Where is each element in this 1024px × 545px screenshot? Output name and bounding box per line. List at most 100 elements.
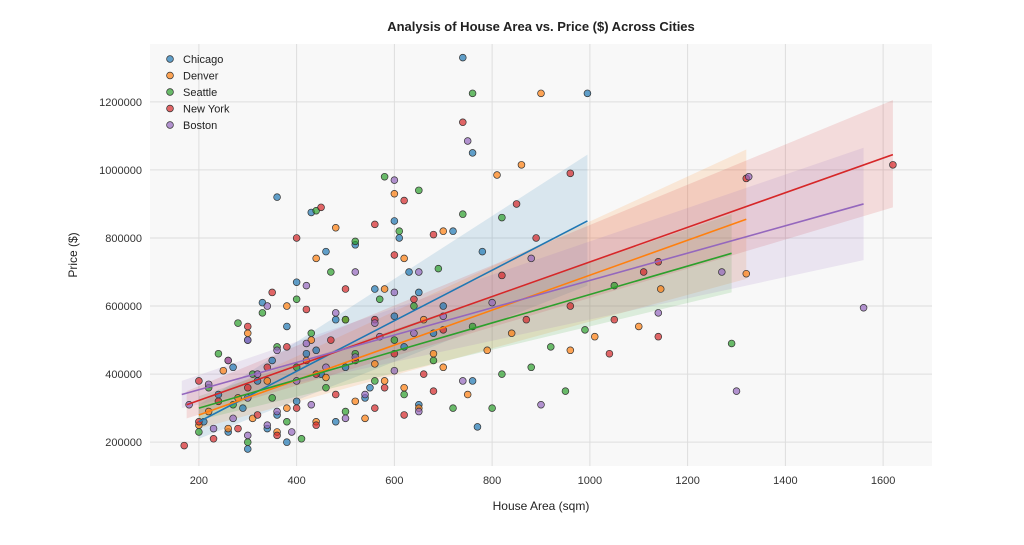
data-point bbox=[583, 89, 592, 98]
data-point bbox=[341, 315, 350, 324]
data-point bbox=[331, 224, 340, 232]
legend-label: Denver bbox=[183, 71, 219, 83]
data-point bbox=[581, 326, 589, 334]
legend-label: Boston bbox=[183, 120, 217, 132]
data-point bbox=[429, 230, 438, 239]
data-point bbox=[283, 404, 291, 412]
data-point bbox=[493, 171, 501, 179]
data-point bbox=[253, 411, 262, 419]
data-point bbox=[244, 336, 252, 344]
regression-lines bbox=[181, 153, 894, 423]
y-tick-label: 200000 bbox=[105, 437, 142, 449]
y-tick-label: 1000000 bbox=[99, 165, 142, 177]
data-point bbox=[371, 360, 379, 368]
data-point bbox=[195, 428, 203, 436]
data-point bbox=[380, 172, 389, 181]
legend-marker bbox=[166, 71, 174, 80]
x-tick-label: 200 bbox=[190, 475, 208, 487]
data-point bbox=[292, 404, 301, 412]
data-point bbox=[415, 186, 423, 195]
data-point bbox=[463, 137, 472, 145]
data-point bbox=[268, 356, 276, 365]
regression-line bbox=[198, 220, 588, 423]
data-point bbox=[371, 285, 379, 293]
data-point bbox=[351, 268, 360, 276]
data-point bbox=[375, 295, 384, 303]
data-point bbox=[507, 329, 516, 338]
data-point bbox=[459, 210, 467, 218]
data-point bbox=[522, 315, 531, 324]
data-point bbox=[283, 438, 291, 446]
regression-line bbox=[181, 203, 864, 396]
data-point bbox=[273, 407, 281, 416]
data-point bbox=[268, 288, 276, 297]
data-point bbox=[463, 390, 472, 399]
x-axis-label: House Area (sqm) bbox=[493, 499, 590, 513]
data-point bbox=[302, 281, 311, 290]
data-point bbox=[244, 431, 252, 440]
data-point bbox=[390, 336, 399, 344]
legend-label: Chicago bbox=[183, 54, 223, 66]
plot-background bbox=[150, 44, 932, 466]
data-point bbox=[390, 366, 399, 375]
data-point bbox=[322, 383, 330, 392]
data-point bbox=[239, 404, 247, 412]
data-point bbox=[610, 315, 619, 324]
data-point bbox=[229, 414, 237, 423]
data-point bbox=[341, 285, 350, 293]
data-point bbox=[656, 285, 665, 293]
data-point bbox=[331, 418, 340, 426]
data-point bbox=[307, 400, 316, 409]
data-point bbox=[488, 404, 496, 412]
data-point bbox=[527, 254, 535, 263]
data-point bbox=[283, 322, 291, 331]
data-point bbox=[498, 271, 506, 280]
data-point bbox=[390, 288, 399, 297]
data-point bbox=[468, 89, 477, 98]
data-point bbox=[322, 373, 330, 382]
confidence-band bbox=[198, 214, 732, 421]
data-point bbox=[449, 404, 457, 412]
data-point bbox=[400, 383, 408, 392]
confidence-band bbox=[186, 100, 893, 419]
data-point bbox=[263, 421, 272, 429]
x-tick-label: 600 bbox=[385, 475, 403, 487]
data-point bbox=[312, 421, 320, 429]
data-point bbox=[380, 383, 389, 392]
data-point bbox=[654, 309, 663, 317]
data-point bbox=[517, 161, 526, 169]
data-point bbox=[263, 302, 272, 310]
data-point bbox=[331, 390, 340, 399]
x-tick-label: 1600 bbox=[871, 475, 895, 487]
y-tick-label: 600000 bbox=[105, 301, 142, 313]
data-point bbox=[302, 305, 311, 314]
data-point bbox=[429, 387, 438, 395]
data-point bbox=[312, 254, 320, 263]
legend-label: New York bbox=[183, 104, 230, 116]
data-point bbox=[380, 285, 389, 293]
y-axis-label: Price ($) bbox=[66, 232, 80, 277]
data-point bbox=[742, 269, 751, 278]
data-point bbox=[859, 304, 868, 312]
data-point bbox=[263, 377, 272, 385]
data-point bbox=[654, 332, 663, 341]
confidence-band bbox=[198, 149, 747, 429]
data-point bbox=[732, 387, 741, 395]
data-point bbox=[591, 332, 599, 341]
data-point bbox=[244, 322, 252, 331]
regression-line bbox=[198, 252, 732, 409]
data-point bbox=[468, 377, 477, 385]
data-point bbox=[371, 220, 379, 229]
y-tick-label: 400000 bbox=[105, 369, 142, 381]
data-point bbox=[395, 234, 404, 242]
data-point bbox=[415, 288, 423, 297]
data-point bbox=[390, 312, 399, 321]
data-point bbox=[889, 161, 897, 169]
data-point bbox=[400, 254, 408, 263]
data-point bbox=[439, 363, 448, 372]
x-tick-label: 1000 bbox=[578, 475, 602, 487]
data-point bbox=[302, 349, 311, 358]
data-point bbox=[718, 268, 726, 276]
data-point bbox=[449, 227, 457, 235]
data-points bbox=[180, 53, 897, 453]
